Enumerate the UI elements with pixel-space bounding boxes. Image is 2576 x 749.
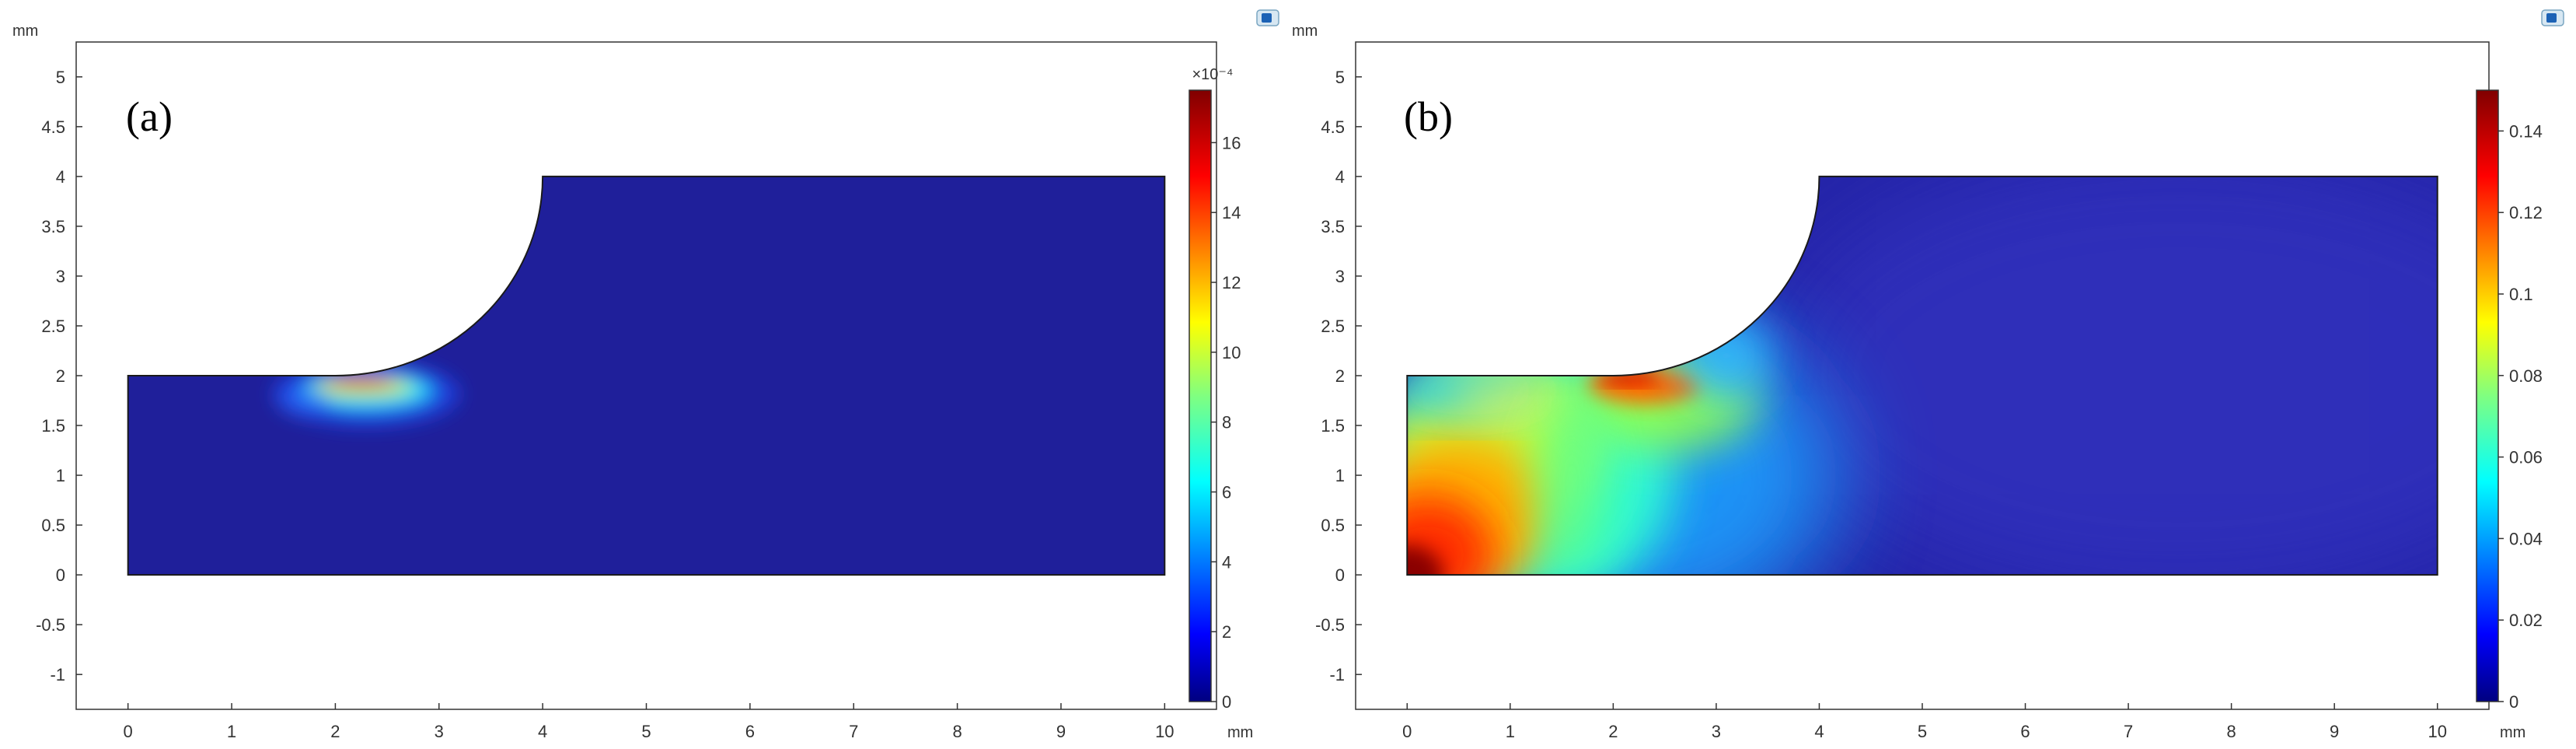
domain-outline (127, 175, 1166, 576)
y-tick-label: 1.5 (1321, 416, 1345, 436)
y-tick-label: 1.5 (41, 416, 65, 436)
colorbar-tick-label: 0.08 (2509, 366, 2543, 386)
y-tick-label: 3.5 (41, 217, 65, 236)
colorbar-tick-label: 14 (1222, 203, 1241, 222)
y-tick-label: 3 (1335, 267, 1345, 286)
x-tick-label: 6 (2020, 722, 2030, 741)
chart-panel-a: mm mm 0 1 2 3 4 5 6 7 8 9 10 54.543.532.521.510.50… (12, 9, 1279, 741)
y-axis-ticks: 5 4.5 4 3.5 3 2.5 2 1.5 1 0.5 0 -0.5 -1 (1315, 68, 1362, 684)
colorbar-tick-label: 0.02 (2509, 611, 2543, 630)
colorbar: 16 14 12 10 8 6 4 2 0 ×10⁻⁴ (1189, 66, 1241, 712)
y-tick-label: 2 (56, 366, 65, 386)
chart-panel-b: mm mm 0 1 2 3 4 5 6 7 8 9 10 5 4.5 4 3.5 3 2.5 2 1.5 1 0.5 0… (1292, 9, 2564, 741)
colorbar-tick-label: 6 (1222, 483, 1231, 502)
x-tick-label: 1 (227, 722, 236, 741)
colorbar-scale (1189, 89, 1212, 702)
colorbar-tick-label: 2 (1222, 622, 1231, 642)
field-blob (330, 376, 393, 387)
y-tick-label: -1 (1329, 665, 1345, 684)
x-tick-label: 10 (1155, 722, 1174, 741)
colorbar: 0.14 0.12 0.1 0.08 0.06 0.04 0.02 0 (2476, 89, 2543, 712)
y-tick-label: 2.5 (41, 317, 65, 336)
x-tick-label: 3 (1712, 722, 1721, 741)
domain-outline (1406, 175, 2438, 576)
x-tick-label: 8 (952, 722, 962, 741)
x-axis-ticks: 0 1 2 3 4 5 6 7 8 9 10 (1402, 703, 2447, 741)
y-unit-label: mm (12, 23, 38, 40)
field-blob (1448, 380, 1572, 421)
x-tick-label: 5 (1918, 722, 1927, 741)
y-tick-label: 0.5 (41, 516, 65, 535)
colorbar-tick-label: 0.14 (2509, 121, 2543, 141)
panel-label: (a) (126, 93, 173, 140)
colorbar-tick-label: 12 (1222, 273, 1241, 292)
x-unit-label: mm (1227, 724, 1253, 741)
y-tick-label: 3.5 (1321, 217, 1345, 236)
y-tick-label: 1 (1335, 466, 1345, 485)
colorbar-tick-label: 8 (1222, 413, 1231, 432)
x-tick-label: 7 (2124, 722, 2133, 741)
y-tick-label: -0.5 (1315, 615, 1345, 635)
toolbar-icon-inner (2546, 13, 2557, 23)
colorbar-tick-label: 4 (1222, 552, 1231, 572)
x-tick-label: 2 (330, 722, 340, 741)
x-tick-label: 7 (849, 722, 858, 741)
plot-toolbar-icon[interactable] (2541, 9, 2564, 26)
y-tick-label: 2.5 (1321, 317, 1345, 336)
y-tick-label: 5 (1335, 68, 1345, 87)
y-axis-ticks: 5 4.5 4 3.5 3 2.5 2 1.5 1 0.5 0 -0.5 -1 (36, 68, 82, 684)
colorbar-tick-label: 0.12 (2509, 203, 2543, 222)
x-tick-label: 6 (745, 722, 755, 741)
y-tick-label: 1 (56, 466, 65, 485)
field-blob (1535, 395, 1608, 576)
y-tick-label: 0.5 (1321, 516, 1345, 535)
colorbar-tick-label: 0 (1222, 692, 1231, 712)
x-tick-label: 4 (1814, 722, 1824, 741)
panel-label: (b) (1404, 93, 1453, 140)
x-tick-label: 10 (2428, 722, 2446, 741)
x-tick-label: 9 (2330, 722, 2339, 741)
colorbar-tick-label: 0 (2509, 692, 2518, 712)
colorbar-ticks: 16 14 12 10 8 6 4 2 0 (1211, 133, 1241, 712)
x-tick-label: 1 (1506, 722, 1515, 741)
field-blob (278, 385, 330, 416)
colorbar-exponent: ×10⁻⁴ (1192, 66, 1233, 83)
plot-toolbar-icon[interactable] (1256, 9, 1279, 26)
colorbar-tick-label: 16 (1222, 133, 1241, 152)
y-tick-label: 2 (1335, 366, 1345, 386)
x-tick-label: 9 (1056, 722, 1066, 741)
y-tick-label: 0 (56, 565, 65, 585)
toolbar-icon-inner (1262, 13, 1272, 23)
x-axis-ticks: 0 1 2 3 4 5 6 7 8 9 10 (124, 703, 1175, 741)
x-tick-label: 2 (1608, 722, 1618, 741)
x-tick-label: 3 (435, 722, 444, 741)
y-tick-label: 4.5 (41, 117, 65, 137)
y-tick-label: 4.5 (1321, 117, 1345, 137)
y-tick-label: 4 (1335, 167, 1345, 187)
colorbar-tick-label: 0.1 (2509, 285, 2533, 304)
field-blob (1768, 176, 2438, 576)
y-tick-label: -1 (50, 665, 65, 684)
colorbar-tick-label: 0.06 (2509, 448, 2543, 467)
y-tick-label: 0 (1335, 565, 1345, 585)
x-unit-label: mm (2500, 724, 2525, 741)
y-tick-label: 4 (56, 167, 65, 187)
y-tick-label: -0.5 (36, 615, 65, 635)
y-tick-label: 5 (56, 68, 65, 87)
y-unit-label: mm (1292, 23, 1318, 40)
colorbar-tick-label: 0.04 (2509, 529, 2543, 548)
x-tick-label: 4 (538, 722, 547, 741)
colorbar-tick-label: 10 (1222, 343, 1241, 362)
y-tick-label: 3 (56, 267, 65, 286)
x-tick-label: 8 (2227, 722, 2236, 741)
field-blob (1407, 544, 1443, 576)
x-tick-label: 5 (641, 722, 651, 741)
x-tick-label: 0 (124, 722, 133, 741)
colorbar-scale (2476, 89, 2499, 702)
x-tick-label: 0 (1402, 722, 1412, 741)
colorbar-ticks: 0.14 0.12 0.1 0.08 0.06 0.04 0.02 0 (2498, 121, 2543, 712)
